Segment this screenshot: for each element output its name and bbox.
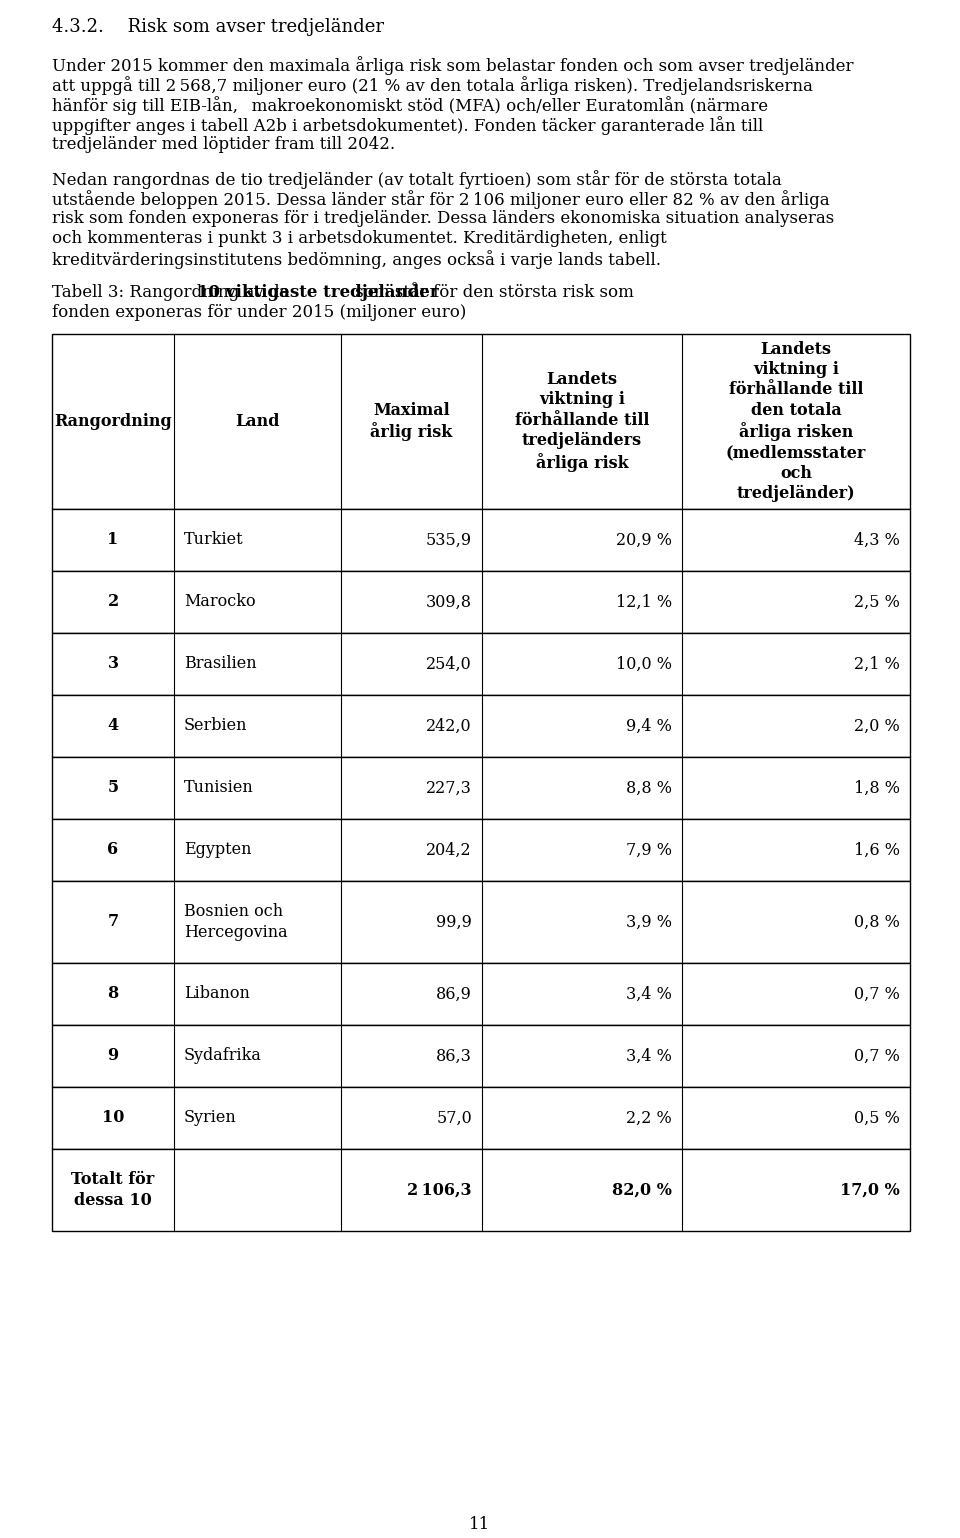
Bar xyxy=(52,334,910,509)
Text: Nedan rangordnas de tio tredjeländer (av totalt fyrtioen) som står för de störst: Nedan rangordnas de tio tredjeländer (av… xyxy=(52,171,781,189)
Text: 0,7 %: 0,7 % xyxy=(854,986,900,1003)
Text: 99,9: 99,9 xyxy=(436,914,472,930)
Text: 9,4 %: 9,4 % xyxy=(626,718,672,735)
Text: Tunisien: Tunisien xyxy=(184,780,253,797)
Text: 4,3 %: 4,3 % xyxy=(854,532,900,549)
Text: 2,5 %: 2,5 % xyxy=(854,594,900,611)
Text: att uppgå till 2 568,7 miljoner euro (21 % av den totala årliga risken). Tredjel: att uppgå till 2 568,7 miljoner euro (21… xyxy=(52,75,813,95)
Text: utstående beloppen 2015. Dessa länder står för 2 106 miljoner euro eller 82 % av: utstående beloppen 2015. Dessa länder st… xyxy=(52,191,829,209)
Bar xyxy=(52,509,910,571)
Text: Serbien: Serbien xyxy=(184,718,248,735)
Text: 2,1 %: 2,1 % xyxy=(854,655,900,672)
Text: Libanon: Libanon xyxy=(184,986,250,1003)
Text: 82,0 %: 82,0 % xyxy=(612,1181,672,1198)
Text: och kommenteras i punkt 3 i arbetsdokumentet. Kreditärdigheten, enligt: och kommenteras i punkt 3 i arbetsdokume… xyxy=(52,231,667,248)
Bar xyxy=(52,1087,910,1149)
Bar xyxy=(52,963,910,1024)
Text: 2,0 %: 2,0 % xyxy=(854,718,900,735)
Bar xyxy=(52,820,910,881)
Text: 8: 8 xyxy=(108,986,119,1003)
Text: Brasilien: Brasilien xyxy=(184,655,256,672)
Text: Under 2015 kommer den maximala årliga risk som belastar fonden och som avser tre: Under 2015 kommer den maximala årliga ri… xyxy=(52,55,853,75)
Text: 2: 2 xyxy=(108,594,119,611)
Text: 3,4 %: 3,4 % xyxy=(626,1047,672,1064)
Bar xyxy=(52,881,910,963)
Text: Egypten: Egypten xyxy=(184,841,252,858)
Text: Landets
viktning i
förhållande till
den totala
årliga risken
(medlemsstater
och
: Landets viktning i förhållande till den … xyxy=(726,341,866,503)
Bar xyxy=(52,571,910,634)
Text: 0,8 %: 0,8 % xyxy=(854,914,900,930)
Text: 204,2: 204,2 xyxy=(426,841,472,858)
Text: 0,7 %: 0,7 % xyxy=(854,1047,900,1064)
Text: hänför sig till EIB-lån,  makroekonomiskt stöd (MFA) och/eller Euratomlån (närma: hänför sig till EIB-lån, makroekonomiskt… xyxy=(52,95,768,115)
Text: 86,3: 86,3 xyxy=(436,1047,472,1064)
Text: 7: 7 xyxy=(108,914,119,930)
Text: 8,8 %: 8,8 % xyxy=(626,780,672,797)
Text: Syrien: Syrien xyxy=(184,1109,237,1126)
Text: 7,9 %: 7,9 % xyxy=(626,841,672,858)
Text: 0,5 %: 0,5 % xyxy=(854,1109,900,1126)
Text: 57,0: 57,0 xyxy=(436,1109,472,1126)
Text: fonden exponeras för under 2015 (miljoner euro): fonden exponeras för under 2015 (miljone… xyxy=(52,305,467,321)
Text: uppgifter anges i tabell A2b i arbetsdokumentet). Fonden täcker garanterade lån : uppgifter anges i tabell A2b i arbetsdok… xyxy=(52,115,763,135)
Text: 9: 9 xyxy=(108,1047,119,1064)
Text: Bosnien och
Hercegovina: Bosnien och Hercegovina xyxy=(184,903,288,941)
Text: 10: 10 xyxy=(102,1109,124,1126)
Text: 6: 6 xyxy=(108,841,119,858)
Text: 12,1 %: 12,1 % xyxy=(616,594,672,611)
Text: Totalt för
dessa 10: Totalt för dessa 10 xyxy=(71,1170,155,1209)
Bar xyxy=(52,1149,910,1230)
Text: 1,8 %: 1,8 % xyxy=(854,780,900,797)
Text: 1,6 %: 1,6 % xyxy=(854,841,900,858)
Bar xyxy=(52,757,910,820)
Text: Maximal
årlig risk: Maximal årlig risk xyxy=(371,401,452,441)
Bar xyxy=(52,695,910,757)
Text: 2 106,3: 2 106,3 xyxy=(407,1181,472,1198)
Text: 10,0 %: 10,0 % xyxy=(616,655,672,672)
Text: 10 viktigaste tredjeländer: 10 viktigaste tredjeländer xyxy=(197,285,439,301)
Text: 5: 5 xyxy=(108,780,119,797)
Text: Land: Land xyxy=(235,414,279,431)
Text: 11: 11 xyxy=(469,1516,491,1533)
Text: tredjeländer med löptider fram till 2042.: tredjeländer med löptider fram till 2042… xyxy=(52,135,396,152)
Text: Sydafrika: Sydafrika xyxy=(184,1047,262,1064)
Text: 254,0: 254,0 xyxy=(426,655,472,672)
Text: 4.3.2.  Risk som avser tredjeländer: 4.3.2. Risk som avser tredjeländer xyxy=(52,18,384,35)
Text: 4: 4 xyxy=(108,718,119,735)
Text: Rangordning: Rangordning xyxy=(54,414,172,431)
Text: 2,2 %: 2,2 % xyxy=(627,1109,672,1126)
Text: 1: 1 xyxy=(108,532,119,549)
Bar xyxy=(52,1024,910,1087)
Text: Marocko: Marocko xyxy=(184,594,255,611)
Text: 3,4 %: 3,4 % xyxy=(626,986,672,1003)
Text: risk som fonden exponeras för i tredjeländer. Dessa länders ekonomiska situation: risk som fonden exponeras för i tredjelä… xyxy=(52,211,834,228)
Text: 242,0: 242,0 xyxy=(426,718,472,735)
Text: 20,9 %: 20,9 % xyxy=(616,532,672,549)
Text: 309,8: 309,8 xyxy=(426,594,472,611)
Text: 3: 3 xyxy=(108,655,118,672)
Text: 3,9 %: 3,9 % xyxy=(626,914,672,930)
Text: Tabell 3: Rangordning av de: Tabell 3: Rangordning av de xyxy=(52,285,295,301)
Text: Turkiet: Turkiet xyxy=(184,532,244,549)
Bar xyxy=(52,634,910,695)
Text: som står för den största risk som: som står för den största risk som xyxy=(349,285,634,301)
Text: 535,9: 535,9 xyxy=(426,532,472,549)
Text: Landets
viktning i
förhållande till
tredjeländers
årliga risk: Landets viktning i förhållande till tred… xyxy=(515,371,649,472)
Text: kreditvärderingsinstitutens bedömning, anges också i varje lands tabell.: kreditvärderingsinstitutens bedömning, a… xyxy=(52,251,661,269)
Text: 86,9: 86,9 xyxy=(436,986,472,1003)
Text: 17,0 %: 17,0 % xyxy=(840,1181,900,1198)
Text: 227,3: 227,3 xyxy=(426,780,472,797)
